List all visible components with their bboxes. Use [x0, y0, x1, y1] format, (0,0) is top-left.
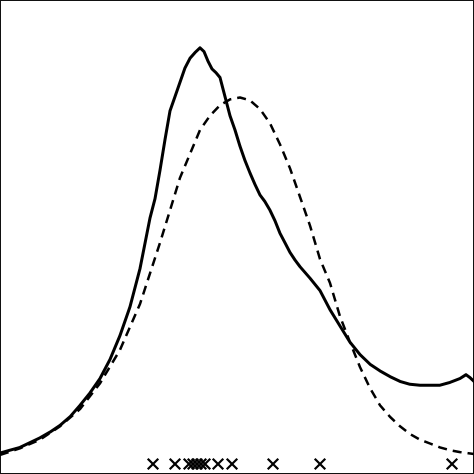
x-marker-7: [198, 457, 212, 471]
x-marker-2: [168, 457, 182, 471]
dashed-density-curve: [0, 96, 474, 457]
x-marker-9: [225, 457, 239, 471]
x-marker-3: [182, 457, 196, 471]
x-marker-6: [194, 457, 208, 471]
x-marker-11: [313, 457, 327, 471]
x-marker-4: [186, 457, 200, 471]
solid-density-curve: [0, 46, 474, 455]
curves-layer: [0, 46, 474, 457]
x-marker-12: [445, 457, 459, 471]
x-marker-1: [146, 457, 160, 471]
x-marker-8: [211, 457, 225, 471]
markers-layer: [146, 457, 459, 471]
x-marker-10: [266, 457, 280, 471]
x-marker-5: [190, 457, 204, 471]
